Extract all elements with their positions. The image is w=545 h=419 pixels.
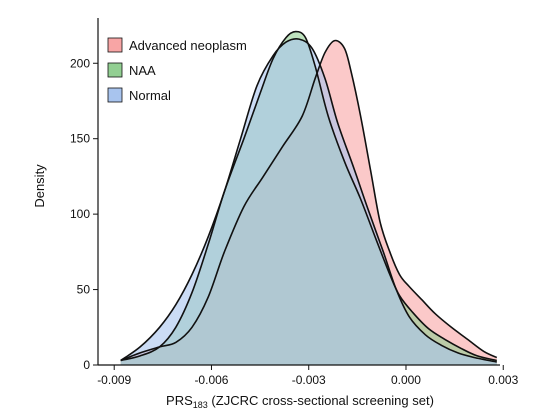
y-tick-label: 50 — [77, 283, 91, 297]
density-area-2 — [120, 38, 497, 366]
x-tick-label: 0.000 — [391, 373, 421, 387]
x-tick-label: 0.003 — [488, 373, 518, 387]
legend-label: Normal — [129, 88, 171, 103]
y-tick-label: 0 — [83, 358, 90, 372]
x-tick-label: -0.009 — [97, 373, 131, 387]
x-axis-title-subscript: 183 — [193, 400, 208, 410]
axes — [97, 18, 500, 366]
legend-swatch — [107, 87, 123, 103]
x-tick-label: -0.003 — [292, 373, 326, 387]
legend-swatch — [107, 37, 123, 53]
x-axis-title-rest: (ZJCRC cross-sectional screening set) — [208, 393, 434, 408]
density-curves — [120, 30, 498, 366]
density-line-0 — [120, 39, 498, 362]
density-line-1 — [120, 30, 497, 362]
x-axis-title: PRS183 (ZJCRC cross-sectional screening … — [166, 393, 434, 410]
legend-swatch — [107, 62, 123, 78]
y-tick-label: 200 — [70, 56, 90, 70]
x-tick-label: -0.006 — [194, 373, 228, 387]
x-ticks: -0.009 -0.006 -0.003 0.000 0.003 — [97, 365, 519, 387]
legend-label: Advanced neoplasm — [129, 38, 247, 53]
x-axis-title-main: PRS — [166, 393, 193, 408]
y-tick-label: 150 — [70, 132, 90, 146]
y-ticks: 0 50 100 150 200 — [70, 56, 98, 372]
density-line-2 — [120, 37, 497, 363]
legend: Advanced neoplasm NAA Normal — [107, 37, 247, 103]
y-tick-label: 100 — [70, 207, 90, 221]
y-axis-title: Density — [32, 164, 47, 208]
legend-label: NAA — [129, 63, 156, 78]
